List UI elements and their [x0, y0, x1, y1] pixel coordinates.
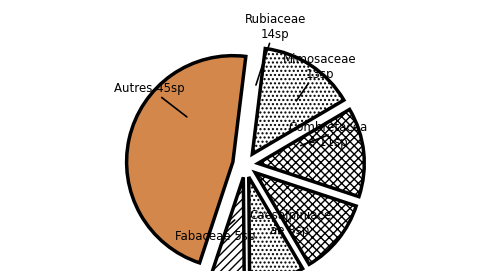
Text: Fabaceae 5sp: Fabaceae 5sp	[175, 220, 256, 243]
Text: Rubiaceae
14sp: Rubiaceae 14sp	[244, 12, 306, 85]
Text: Autres 45sp: Autres 45sp	[114, 82, 187, 117]
Text: Caesalpiniace
ae 8sp: Caesalpiniace ae 8sp	[249, 202, 331, 237]
Text: Combretacea
e 11sp: Combretacea e 11sp	[288, 121, 368, 149]
Wedge shape	[258, 109, 364, 197]
Text: Mimosaceae
13sp: Mimosaceae 13sp	[283, 53, 357, 101]
Wedge shape	[210, 177, 244, 271]
Wedge shape	[127, 56, 246, 263]
Wedge shape	[255, 173, 356, 264]
Wedge shape	[252, 49, 344, 154]
Wedge shape	[249, 177, 303, 271]
